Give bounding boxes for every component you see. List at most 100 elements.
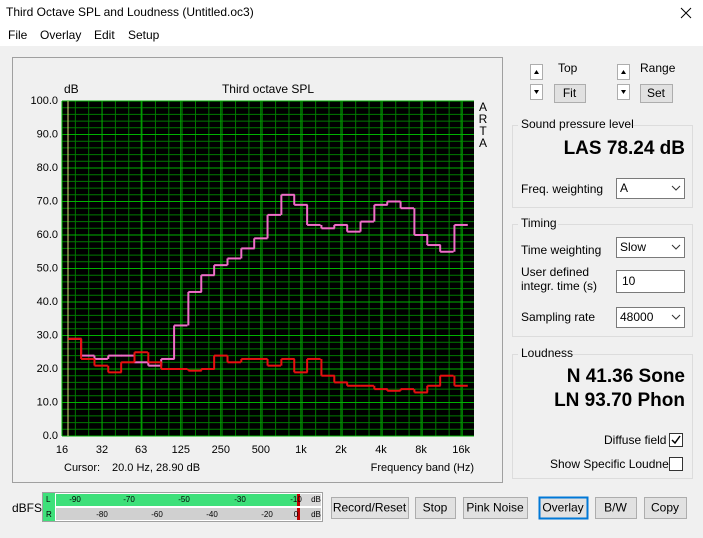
button[interactable]	[640, 84, 673, 103]
window-title: Third Octave SPL and Loudness (Untitled.…	[6, 5, 254, 19]
group-title-bg	[518, 347, 572, 361]
x-tick-label: 16k	[452, 444, 470, 456]
button-label[interactable]: Overlay	[542, 501, 583, 515]
y-tick-label: 20.0	[37, 363, 58, 375]
top-label: Top	[558, 61, 578, 75]
text-input[interactable]	[616, 270, 685, 293]
menu-item[interactable]: Edit	[94, 28, 115, 42]
button-label[interactable]: Stop	[423, 501, 448, 515]
menu-item[interactable]: File	[8, 28, 28, 42]
x-tick-label: 2k	[335, 444, 347, 456]
spin-down-arrow	[534, 90, 539, 94]
meter-scale: -20	[261, 510, 273, 519]
meter-peak	[297, 508, 300, 520]
y-tick-label: 10.0	[37, 396, 58, 408]
cursor-value: 20.0 Hz, 28.90 dB	[112, 462, 200, 474]
sampling-label: Sampling rate	[521, 310, 595, 324]
y-tick-label: 90.0	[37, 128, 58, 140]
group-box	[512, 354, 693, 479]
button-label[interactable]: Set	[647, 86, 666, 100]
button[interactable]	[595, 497, 637, 519]
meter-left-rest	[297, 494, 321, 506]
button[interactable]	[331, 497, 409, 519]
menu-item[interactable]: Overlay	[40, 28, 81, 42]
button[interactable]	[463, 497, 528, 519]
meter-right-bar	[56, 508, 321, 520]
dropdown[interactable]	[616, 178, 685, 199]
meter-scale: -40	[206, 510, 218, 519]
button[interactable]	[538, 496, 589, 520]
loudness-sone: N 41.36 Sone	[567, 366, 685, 387]
button-label[interactable]: Copy	[651, 501, 679, 515]
x-tick-label: 16	[56, 444, 68, 456]
spin-up-arrow	[621, 70, 626, 74]
x-tick-label: 250	[212, 444, 230, 456]
integr-time-value[interactable]: 10	[622, 274, 636, 288]
menu-item[interactable]: Setup	[128, 28, 160, 42]
meter-scale: 0	[294, 510, 299, 519]
meter-scale: -30	[234, 495, 246, 504]
x-tick-label: 63	[135, 444, 147, 456]
checkbox[interactable]	[669, 433, 683, 447]
close-button[interactable]	[680, 7, 692, 19]
loudness-phon: LN 93.70 Phon	[554, 390, 685, 411]
button-label[interactable]: B/W	[604, 501, 627, 515]
meter-channel: R	[46, 510, 52, 519]
y-tick-label: 100.0	[30, 95, 58, 107]
spl-reading: LAS 78.24 dB	[564, 138, 685, 159]
dropdown-value[interactable]: 48000	[620, 310, 654, 324]
meter-left-bar	[56, 494, 297, 506]
meter-channel: L	[46, 495, 51, 504]
group-title: Loudness	[521, 346, 573, 360]
x-tick-label: 4k	[375, 444, 387, 456]
checkmark	[671, 435, 681, 445]
button-label[interactable]: Fit	[563, 86, 577, 100]
y-tick-label: 0.0	[43, 430, 58, 442]
meter-scale: -70	[123, 495, 135, 504]
cursor-label: Cursor:	[64, 462, 100, 474]
y-tick-label: 40.0	[37, 296, 58, 308]
y-unit: dB	[64, 82, 79, 96]
meter-peak	[297, 494, 300, 506]
button-label[interactable]: Pink Noise	[466, 501, 524, 515]
x-tick-label: 500	[252, 444, 270, 456]
y-tick-label: 70.0	[37, 195, 58, 207]
button[interactable]	[644, 497, 687, 519]
title-bar	[0, 0, 703, 26]
checkbox[interactable]	[669, 457, 683, 471]
dropdown-arrow	[671, 185, 681, 191]
y-tick-label: 60.0	[37, 229, 58, 241]
dropdown-arrow	[671, 244, 681, 250]
meter-scale: -80	[96, 510, 108, 519]
button[interactable]	[554, 84, 586, 103]
chart-title: Third octave SPL	[222, 82, 314, 96]
menu-bar	[0, 26, 703, 46]
meter-unit: dB	[311, 510, 321, 519]
dropdown-arrow	[671, 314, 681, 320]
meter-channel-bg	[43, 493, 55, 521]
meter-scale: -10	[290, 495, 302, 504]
integr-label: User defined	[521, 265, 589, 279]
x-tick-label: 125	[172, 444, 190, 456]
dropdown-value[interactable]: Slow	[620, 240, 646, 254]
y-tick-label: 80.0	[37, 162, 58, 174]
x-tick-label: 1k	[295, 444, 307, 456]
button[interactable]	[415, 497, 456, 519]
dropdown[interactable]	[616, 307, 685, 328]
group-title: Sound pressure level	[521, 117, 634, 131]
time-weighting-label: Time weighting	[521, 243, 601, 257]
x-tick-label: 8k	[415, 444, 427, 456]
dropdown-value[interactable]: A	[620, 181, 628, 195]
meter-scale: -50	[178, 495, 190, 504]
specific-label: Show Specific Loudness	[550, 457, 681, 471]
button-label[interactable]: Record/Reset	[333, 501, 407, 515]
x-tick-label: 32	[96, 444, 108, 456]
group-box	[512, 224, 693, 337]
meter-scale: -60	[151, 510, 163, 519]
y-tick-label: 30.0	[37, 329, 58, 341]
meter-unit: dB	[311, 495, 321, 504]
dropdown[interactable]	[616, 237, 685, 258]
spin-up-arrow	[534, 70, 539, 74]
